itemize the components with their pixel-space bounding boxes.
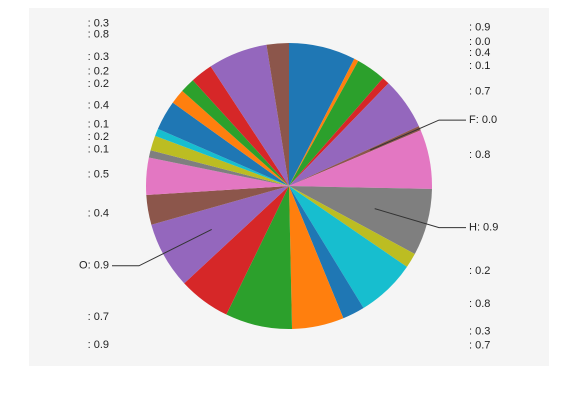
slice-value-label: : 0.0 — [469, 36, 490, 48]
slice-value-label: : 0.1 — [88, 119, 109, 131]
pie-slice[interactable] — [148, 150, 289, 186]
slice-value-label: : 0.7 — [469, 340, 490, 352]
pie-slice[interactable] — [172, 90, 289, 186]
pie-slice[interactable] — [150, 135, 289, 186]
slice-value-label: : 0.1 — [469, 60, 490, 72]
slice-value-label: : 0.2 — [88, 65, 109, 77]
pie-slice[interactable] — [289, 78, 389, 186]
pie-slice[interactable] — [289, 186, 432, 254]
slice-value-label: : 0.4 — [469, 47, 490, 59]
pie-slice[interactable] — [289, 186, 344, 329]
slice-value-label: : 0.3 — [88, 51, 109, 63]
slice-value-label: H: 0.9 — [469, 222, 498, 234]
pie-slice[interactable] — [289, 186, 407, 309]
pie-slice[interactable] — [192, 66, 289, 186]
slice-value-label: : 0.8 — [469, 149, 490, 161]
slice-value-label: F: 0.0 — [469, 114, 497, 126]
pie-slice[interactable] — [157, 102, 289, 186]
slice-value-label: : 0.5 — [88, 169, 109, 181]
pie-slice[interactable] — [289, 60, 383, 186]
pie-slice[interactable] — [289, 58, 359, 186]
pie-slice[interactable] — [289, 186, 364, 319]
slices-layer — [146, 42, 433, 330]
label-leader-line — [369, 119, 466, 151]
slice-value-label: : 0.3 — [469, 325, 490, 337]
pie-slice[interactable] — [289, 126, 421, 186]
pie-slice[interactable] — [151, 186, 289, 284]
slice-value-label: : 0.7 — [469, 86, 490, 98]
labels-layer: : 0.9: 0.0: 0.4: 0.1: 0.7F: 0.0: 0.8H: 0… — [79, 17, 498, 351]
pie-chart: : 0.9: 0.0: 0.4: 0.1: 0.7F: 0.0: 0.8H: 0… — [79, 17, 498, 351]
pie-slice[interactable] — [182, 80, 289, 186]
chart-panel: : 0.9: 0.0: 0.4: 0.1: 0.7 F: 0.0: 0.8 H: 0… — [29, 8, 549, 366]
slice-value-label: : 0.9 — [469, 22, 490, 34]
pie-slice[interactable] — [226, 186, 293, 330]
pie-slice[interactable] — [289, 83, 419, 186]
pie-slice[interactable] — [289, 130, 433, 190]
pie-slice[interactable] — [266, 42, 289, 186]
pie-slice[interactable] — [155, 128, 289, 186]
pie-slice[interactable] — [210, 44, 289, 186]
slice-value-label: O: 0.9 — [79, 260, 109, 272]
slice-value-label: : 0.2 — [469, 265, 490, 277]
slice-value-label: : 0.2 — [88, 131, 109, 143]
slice-value-label: : 0.4 — [88, 207, 109, 219]
slice-value-label: : 0.8 — [88, 28, 109, 40]
slice-value-label: : 0.7 — [88, 311, 109, 323]
slice-value-label: : 0.9 — [88, 339, 109, 351]
pie-slice[interactable] — [289, 186, 415, 267]
label-leader-line — [112, 228, 212, 267]
pie-slice[interactable] — [146, 157, 289, 196]
slice-value-label: : 0.4 — [88, 99, 109, 111]
slice-value-label: : 0.8 — [469, 298, 490, 310]
pie-slice[interactable] — [289, 43, 355, 186]
slice-value-label: : 0.2 — [88, 78, 109, 90]
label-leader-line — [374, 208, 466, 229]
slice-value-label: : 0.3 — [88, 17, 109, 29]
slice-value-label: : 0.1 — [88, 143, 109, 155]
pie-slice[interactable] — [184, 186, 289, 315]
pie-slice[interactable] — [146, 186, 289, 225]
